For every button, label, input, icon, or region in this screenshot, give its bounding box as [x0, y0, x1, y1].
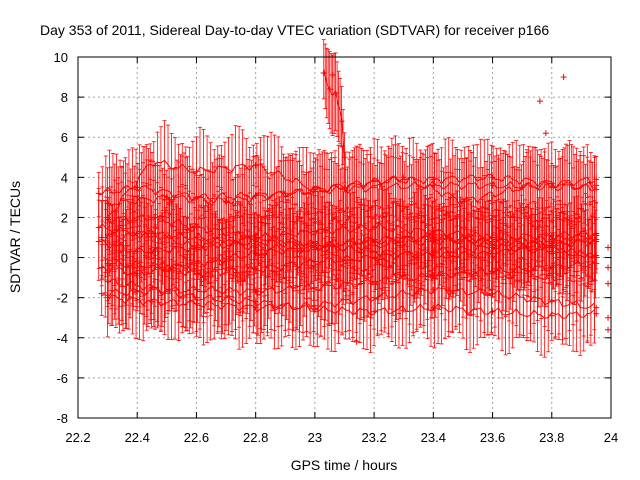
data-point — [548, 312, 555, 319]
data-point — [593, 310, 600, 317]
data-point — [341, 184, 348, 191]
data-point — [593, 176, 600, 183]
series-line — [101, 258, 597, 297]
data-point — [430, 304, 437, 311]
series-line — [107, 239, 595, 278]
data-point — [519, 184, 526, 191]
data-point — [489, 308, 496, 315]
data-point — [95, 238, 102, 245]
data-point — [193, 168, 200, 175]
data-point — [149, 214, 156, 221]
data-point — [252, 298, 259, 305]
data-point — [163, 194, 170, 201]
series-line — [107, 175, 595, 207]
series-line — [101, 232, 596, 277]
data-point — [98, 290, 105, 297]
series-s11 — [104, 243, 600, 358]
series-s12 — [98, 186, 600, 299]
data-point — [104, 278, 111, 285]
data-point — [193, 294, 200, 301]
chart-title: Day 353 of 2011, Sidereal Day-to-day VTE… — [40, 22, 549, 38]
series-line — [107, 278, 595, 319]
data-point — [149, 284, 156, 291]
series-line — [98, 180, 597, 201]
data-point — [223, 198, 230, 205]
data-point — [593, 238, 600, 245]
series-line — [107, 286, 595, 313]
data-point — [400, 174, 407, 181]
data-point — [311, 306, 318, 313]
data-layer — [95, 39, 612, 358]
data-point — [371, 308, 378, 315]
series-line — [98, 237, 597, 260]
